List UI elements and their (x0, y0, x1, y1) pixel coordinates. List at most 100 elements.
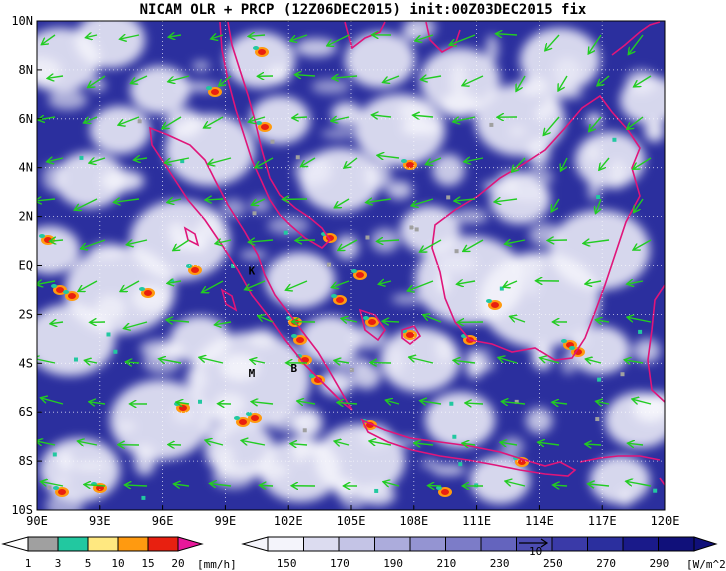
wind-vector (502, 402, 526, 404)
precip-speck (283, 230, 288, 235)
wind-vector (169, 35, 182, 37)
wind-vector (328, 34, 350, 45)
wind-vector (426, 157, 442, 164)
olr-colorbar-cell (267, 536, 304, 552)
lon-label: 120E (651, 514, 680, 528)
wind-vector (634, 239, 652, 250)
coastline-indochina (344, 21, 386, 50)
lat-label: 2N (19, 210, 33, 224)
cloud-blob (295, 38, 337, 57)
cloud-blob (294, 155, 332, 186)
lat-label: 2S (19, 307, 33, 321)
wind-vector (124, 321, 148, 328)
wind-vector (463, 75, 484, 85)
lon-label: 114E (525, 514, 554, 528)
precip-cell-core (251, 415, 259, 421)
wind-vector (495, 199, 518, 202)
cloud-blob (265, 252, 335, 308)
precip-speck (597, 377, 602, 382)
wind-vector (372, 115, 392, 117)
cloud-blob (511, 253, 544, 276)
wind-vector (584, 240, 610, 243)
lon-label: 99E (215, 514, 237, 528)
precip-speck (113, 349, 118, 354)
precip-cell-edge (363, 316, 369, 320)
lon-label: 111E (462, 514, 491, 528)
cloud-blob (75, 21, 145, 68)
precip-cell-edge (569, 346, 575, 350)
cloud-blob (248, 461, 289, 480)
cloud-blob (388, 344, 404, 376)
cloud-blob (334, 477, 353, 498)
wind-vector (463, 443, 476, 445)
cloud-blob (544, 88, 583, 99)
cloud-blob (475, 84, 565, 156)
cloud-blob (239, 250, 268, 260)
coastline-malay-peninsula (219, 21, 332, 250)
precip-colorbar-left-arrow (1, 536, 29, 552)
precip-cell-core (191, 267, 199, 273)
wind-vector (454, 360, 476, 363)
wind-vector (131, 75, 148, 83)
wind-vector (88, 75, 106, 87)
wind-vector (596, 198, 601, 213)
wind-vector (629, 34, 644, 54)
precip-cell-core (356, 272, 364, 278)
wind-vector (114, 199, 140, 202)
lat-label: 8S (19, 454, 33, 468)
cloud-blob (42, 163, 65, 192)
wind-vector (506, 481, 526, 487)
wind-vector (335, 361, 350, 363)
coastline-sulawesi (647, 284, 665, 403)
olr-colorbar-tick: 150 (277, 557, 297, 570)
wind-vector (633, 399, 652, 405)
precip-speck (141, 495, 146, 500)
precip-cell-edge (331, 294, 337, 298)
latitude-axis-labels: 10N 8N 6N 4N 2N EQ 2S 4S 6S 8S 10S (11, 14, 42, 517)
precip-cell-core (368, 319, 376, 325)
wind-vector (383, 75, 400, 82)
precip-colorbar-cell (57, 536, 89, 552)
cloud-blob (470, 456, 530, 504)
cloud-blob (203, 211, 223, 239)
cloud-blob (466, 348, 493, 358)
precip-cell-core (406, 162, 414, 168)
wind-vector (249, 240, 274, 242)
precip-speck (449, 401, 454, 406)
wind-vector (416, 34, 434, 41)
wind-vector (204, 116, 224, 127)
cloud-blob (482, 179, 521, 193)
wind-vector (420, 239, 442, 252)
cloud-blob (586, 113, 603, 127)
precip-speck (365, 235, 370, 240)
cloud-blob (633, 338, 661, 363)
wind-vector (634, 157, 652, 169)
cloud-blob (40, 438, 120, 502)
place-marker-m: M (249, 367, 256, 380)
cloud-blob (425, 392, 495, 448)
wind-vector (338, 403, 358, 404)
wind-vector (121, 35, 140, 39)
precip-cell-core (56, 287, 64, 293)
cloud-blob (215, 444, 234, 476)
wind-vector (212, 35, 224, 39)
precip-speck (349, 367, 354, 372)
wind-vector (421, 401, 442, 404)
cloud-blob (453, 209, 489, 224)
precip-speck (499, 286, 504, 291)
cloud-blob (117, 422, 136, 431)
wind-vector (119, 116, 140, 125)
precip-speck (458, 462, 463, 467)
wind-vector (465, 158, 484, 162)
wind-vector (37, 441, 56, 445)
precip-cell-edge (51, 284, 57, 288)
precip-cell-edge (234, 416, 240, 420)
cloud-blob (335, 235, 359, 260)
precip-colorbar-cell (87, 536, 119, 552)
place-marker-b: B (290, 362, 297, 375)
wind-vector (625, 360, 644, 363)
lon-label: 93E (89, 514, 111, 528)
wind-vector (544, 116, 560, 135)
wind-vector (206, 440, 224, 445)
precip-speck (409, 225, 414, 230)
